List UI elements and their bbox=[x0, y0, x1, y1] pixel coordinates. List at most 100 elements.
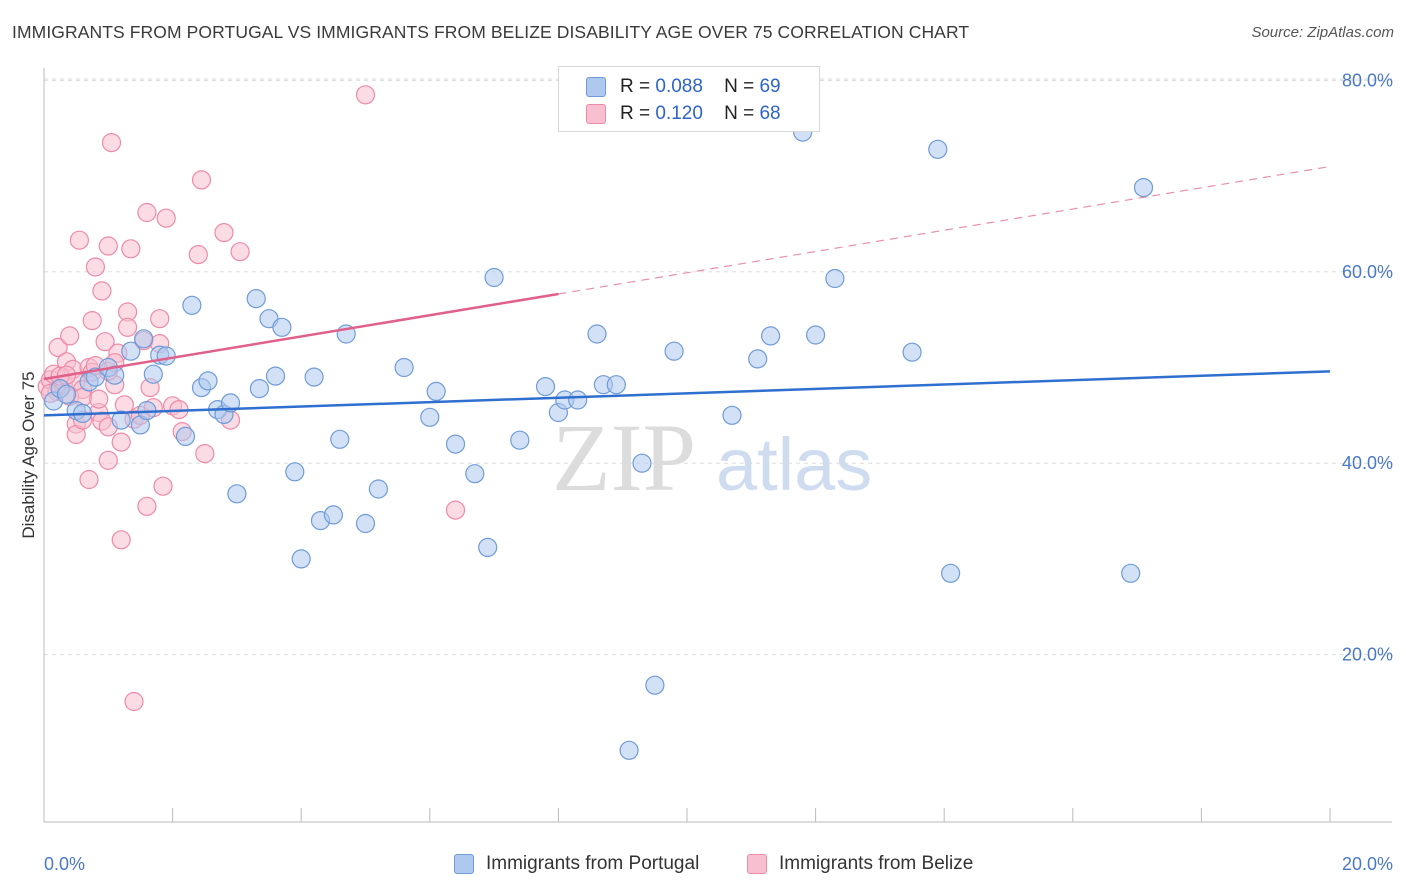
bottom-legend-belize: Immigrants from Belize bbox=[747, 851, 973, 877]
belize-point bbox=[445, 500, 466, 520]
portugal-point bbox=[445, 434, 466, 454]
portugal-point bbox=[56, 384, 77, 404]
belize-point bbox=[111, 432, 131, 452]
legend-row-portugal: R = 0.088 N = 69 bbox=[559, 73, 781, 101]
portugal-point bbox=[156, 346, 176, 366]
belize-point bbox=[60, 326, 80, 346]
portugal-point bbox=[484, 267, 504, 288]
legend-r-value: 0.120 bbox=[655, 103, 703, 124]
portugal-point bbox=[249, 379, 269, 399]
portugal-point bbox=[134, 329, 154, 349]
portugal-point bbox=[587, 324, 607, 344]
belize-point bbox=[98, 236, 118, 256]
correlation-legend: R = 0.088 N = 69 R = 0.120 N = 68 bbox=[558, 66, 820, 132]
belize-points bbox=[37, 85, 466, 712]
portugal-point bbox=[394, 357, 414, 378]
belize-point bbox=[153, 476, 173, 496]
belize-point bbox=[98, 450, 118, 470]
portugal-point bbox=[85, 367, 106, 387]
portugal-point bbox=[619, 740, 639, 760]
belize-point bbox=[355, 85, 376, 105]
portugal-trend-line bbox=[43, 370, 1331, 417]
belize-point bbox=[230, 242, 250, 262]
legend-swatch-portugal bbox=[586, 77, 606, 97]
watermark-zip: ZIP bbox=[552, 404, 696, 511]
portugal-point bbox=[246, 289, 266, 309]
y-tick-labels: 20.0% 40.0% 60.0% 80.0% bbox=[1342, 70, 1393, 664]
y-tick-label: 80.0% bbox=[1342, 70, 1393, 90]
portugal-point bbox=[632, 453, 652, 473]
x-tick-label-max: 20.0% bbox=[1342, 854, 1393, 874]
legend-n-label: N = bbox=[724, 103, 755, 124]
portugal-point bbox=[722, 405, 742, 425]
belize-point bbox=[137, 202, 157, 223]
belize-point bbox=[195, 444, 215, 464]
portugal-point bbox=[121, 341, 141, 361]
portugal-point bbox=[175, 426, 196, 446]
portugal-point bbox=[825, 268, 845, 289]
portugal-point bbox=[285, 462, 305, 482]
bottom-legend-label-belize: Immigrants from Belize bbox=[779, 853, 974, 874]
source-credit: Source: ZipAtlas.com bbox=[1251, 24, 1394, 41]
belize-point bbox=[117, 317, 138, 337]
x-ticks bbox=[43, 808, 1331, 822]
portugal-point bbox=[291, 549, 311, 569]
y-tick-label: 40.0% bbox=[1342, 453, 1393, 473]
belize-point bbox=[156, 208, 176, 228]
portugal-point bbox=[748, 349, 768, 369]
portugal-point bbox=[323, 505, 343, 525]
portugal-point bbox=[510, 430, 530, 450]
legend-r-label: R = bbox=[620, 103, 651, 124]
bottom-legend-label-portugal: Immigrants from Portugal bbox=[486, 853, 700, 874]
belize-trend-line-extension bbox=[558, 165, 1331, 295]
portugal-point bbox=[198, 371, 218, 391]
belize-point bbox=[121, 239, 141, 259]
portugal-point bbox=[606, 375, 626, 395]
y-tick-label: 20.0% bbox=[1342, 645, 1393, 665]
portugal-point bbox=[645, 675, 665, 695]
portugal-point bbox=[568, 390, 588, 410]
portugal-point bbox=[805, 325, 826, 345]
x-tick-label-min: 0.0% bbox=[44, 854, 85, 874]
portugal-point bbox=[272, 317, 292, 337]
portugal-point bbox=[928, 139, 948, 159]
belize-point bbox=[48, 337, 68, 357]
portugal-point bbox=[465, 464, 485, 484]
portugal-point bbox=[265, 366, 286, 386]
portugal-point bbox=[426, 381, 446, 401]
legend-swatch-belize bbox=[586, 104, 606, 124]
portugal-point bbox=[368, 479, 388, 499]
portugal-point bbox=[182, 295, 202, 315]
legend-r-label: R = bbox=[620, 76, 651, 97]
belize-point bbox=[124, 691, 144, 712]
bottom-legend-swatch-belize bbox=[747, 854, 767, 874]
belize-point bbox=[69, 230, 90, 250]
belize-point bbox=[92, 281, 112, 301]
portugal-point bbox=[664, 341, 684, 361]
belize-point bbox=[150, 309, 170, 329]
portugal-point bbox=[355, 513, 376, 534]
grid-lines bbox=[44, 78, 1392, 656]
trend-lines bbox=[43, 165, 1331, 417]
belize-point bbox=[89, 389, 109, 409]
watermark-atlas: atlas bbox=[716, 423, 872, 506]
portugal-point bbox=[143, 364, 163, 384]
legend-n-value: 69 bbox=[759, 76, 781, 97]
belize-point bbox=[214, 223, 234, 243]
portugal-point bbox=[330, 429, 350, 449]
belize-point bbox=[101, 133, 122, 153]
portugal-point bbox=[304, 367, 324, 387]
portugal-point bbox=[1121, 563, 1141, 583]
portugal-point bbox=[940, 563, 961, 583]
portugal-point bbox=[535, 377, 556, 397]
legend-n-value: 68 bbox=[759, 103, 781, 124]
bottom-legend-swatch-portugal bbox=[454, 854, 474, 874]
portugal-point bbox=[111, 410, 131, 430]
belize-trend-line bbox=[43, 292, 559, 381]
bottom-legend-portugal: Immigrants from Portugal bbox=[454, 851, 699, 877]
axes bbox=[43, 68, 1392, 823]
legend-r-value: 0.088 bbox=[655, 76, 703, 97]
y-axis-label: Disability Age Over 75 bbox=[19, 371, 38, 538]
portugal-point bbox=[902, 342, 922, 362]
